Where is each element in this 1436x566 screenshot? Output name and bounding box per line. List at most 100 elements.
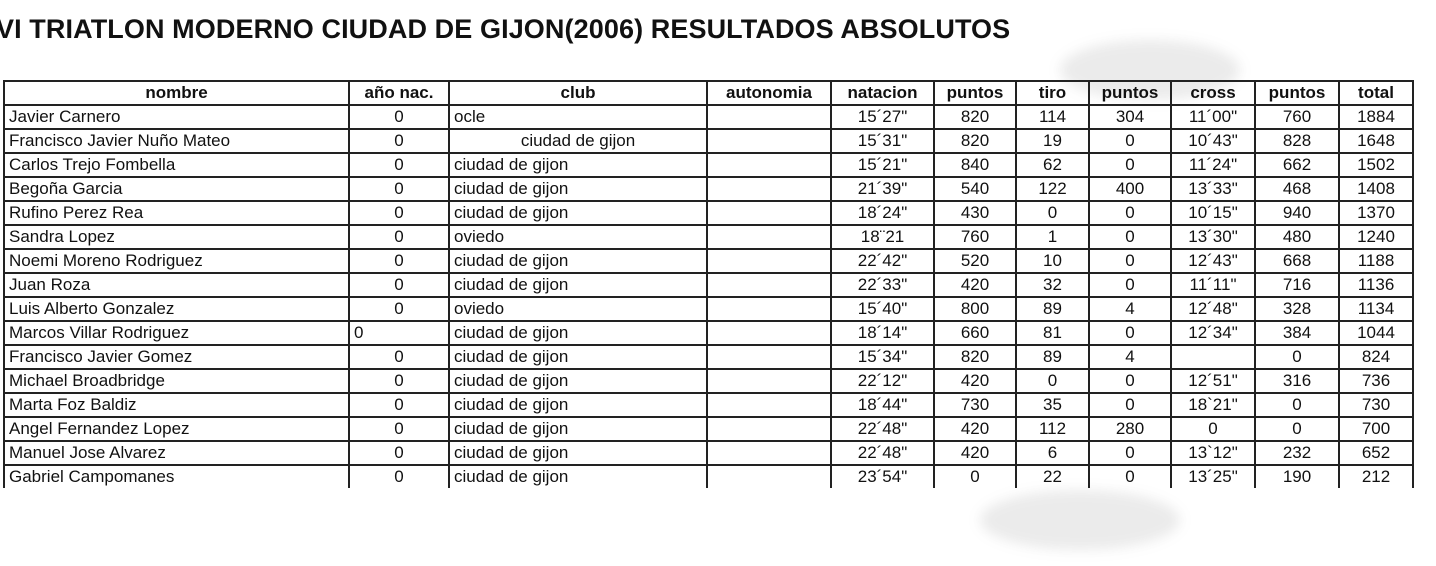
- cell-autonomia: [706, 344, 832, 370]
- table-row: Marcos Villar Rodriguez 0 ciudad de gijon 1…: [3, 320, 1414, 346]
- cell-autonomia: [706, 320, 832, 346]
- column-header-puntos-cross: puntos: [1254, 80, 1340, 106]
- cell-puntos-cross: 0: [1254, 416, 1340, 442]
- cell-tiro: 0: [1015, 368, 1090, 394]
- cell-puntos-natacion: 820: [933, 128, 1017, 154]
- cell-total: 652: [1338, 440, 1414, 466]
- cell-puntos-tiro: 4: [1088, 344, 1172, 370]
- cell-puntos-cross: 662: [1254, 152, 1340, 178]
- table-row: Francisco Javier Gomez 0 ciudad de gijon 15…: [3, 344, 1414, 370]
- cell-nombre: Juan Roza: [3, 272, 350, 298]
- cell-cross: 12´51": [1170, 368, 1256, 394]
- cell-puntos-tiro: 0: [1088, 368, 1172, 394]
- cell-natacion: 18´44": [830, 392, 935, 418]
- cell-total: 1408: [1338, 176, 1414, 202]
- cell-ano-nac: 0: [348, 104, 450, 130]
- cell-tiro: 114: [1015, 104, 1090, 130]
- cell-puntos-cross: 828: [1254, 128, 1340, 154]
- cell-autonomia: [706, 272, 832, 298]
- column-header-cross: cross: [1170, 80, 1256, 106]
- cell-autonomia: [706, 464, 832, 488]
- cell-ano-nac: 0: [348, 200, 450, 226]
- cell-puntos-tiro: 0: [1088, 224, 1172, 250]
- cell-ano-nac: 0: [348, 248, 450, 274]
- cell-nombre: Marcos Villar Rodriguez: [3, 320, 350, 346]
- column-header-puntos-natacion: puntos: [933, 80, 1017, 106]
- cell-ano-nac: 0: [348, 464, 450, 488]
- cell-cross: 13´25": [1170, 464, 1256, 488]
- cell-cross: 12´43": [1170, 248, 1256, 274]
- cell-puntos-cross: 0: [1254, 392, 1340, 418]
- cell-puntos-natacion: 430: [933, 200, 1017, 226]
- cell-cross: 11´00": [1170, 104, 1256, 130]
- column-header-natacion: natacion: [830, 80, 935, 106]
- cell-cross: 12´34": [1170, 320, 1256, 346]
- cell-puntos-natacion: 420: [933, 368, 1017, 394]
- cell-puntos-tiro: 0: [1088, 272, 1172, 298]
- cell-nombre: Manuel Jose Alvarez: [3, 440, 350, 466]
- cell-autonomia: [706, 128, 832, 154]
- cell-puntos-natacion: 420: [933, 416, 1017, 442]
- cell-puntos-natacion: 420: [933, 272, 1017, 298]
- cell-tiro: 0: [1015, 200, 1090, 226]
- cell-ano-nac: 0: [348, 128, 450, 154]
- cell-tiro: 89: [1015, 344, 1090, 370]
- column-header-ano-nac: año nac.: [348, 80, 450, 106]
- cell-ano-nac: 0: [348, 152, 450, 178]
- cell-puntos-cross: 940: [1254, 200, 1340, 226]
- cell-natacion: 21´39": [830, 176, 935, 202]
- cell-club: ciudad de gijon: [448, 152, 708, 178]
- cell-puntos-tiro: 0: [1088, 152, 1172, 178]
- cell-club: ciudad de gijon: [448, 248, 708, 274]
- cell-natacion: 23´54": [830, 464, 935, 488]
- table-row: Manuel Jose Alvarez 0 ciudad de gijon 22´48…: [3, 440, 1414, 466]
- cell-autonomia: [706, 248, 832, 274]
- cell-puntos-natacion: 520: [933, 248, 1017, 274]
- cell-puntos-tiro: 400: [1088, 176, 1172, 202]
- cell-puntos-natacion: 730: [933, 392, 1017, 418]
- cell-ano-nac: 0: [348, 368, 450, 394]
- cell-club: ciudad de gijon: [448, 368, 708, 394]
- cell-natacion: 22´12": [830, 368, 935, 394]
- cell-autonomia: [706, 440, 832, 466]
- cell-autonomia: [706, 104, 832, 130]
- cell-natacion: 15´31": [830, 128, 935, 154]
- cell-puntos-cross: 232: [1254, 440, 1340, 466]
- column-header-autonomia: autonomia: [706, 80, 832, 106]
- cell-nombre: Noemi Moreno Rodriguez: [3, 248, 350, 274]
- cell-natacion: 22´33": [830, 272, 935, 298]
- cell-ano-nac: 0: [348, 416, 450, 442]
- cell-cross: 13´30": [1170, 224, 1256, 250]
- cell-ano-nac: 0: [348, 176, 450, 202]
- cell-club: ciudad de gijon: [448, 464, 708, 488]
- cell-ano-nac: 0: [348, 272, 450, 298]
- cell-total: 736: [1338, 368, 1414, 394]
- cell-puntos-cross: 190: [1254, 464, 1340, 488]
- cell-puntos-natacion: 820: [933, 344, 1017, 370]
- cell-puntos-natacion: 420: [933, 440, 1017, 466]
- table-row: Michael Broadbridge 0 ciudad de gijon 22´12…: [3, 368, 1414, 394]
- cell-autonomia: [706, 224, 832, 250]
- cell-puntos-natacion: 840: [933, 152, 1017, 178]
- cell-nombre: Rufino Perez Rea: [3, 200, 350, 226]
- cell-nombre: Francisco Javier Nuño Mateo: [3, 128, 350, 154]
- cell-nombre: Begoña Garcia: [3, 176, 350, 202]
- cell-puntos-cross: 480: [1254, 224, 1340, 250]
- column-header-puntos-tiro: puntos: [1088, 80, 1172, 106]
- cell-tiro: 32: [1015, 272, 1090, 298]
- column-header-tiro: tiro: [1015, 80, 1090, 106]
- cell-puntos-natacion: 820: [933, 104, 1017, 130]
- cell-total: 1370: [1338, 200, 1414, 226]
- cell-nombre: Sandra Lopez: [3, 224, 350, 250]
- cell-natacion: 18´24": [830, 200, 935, 226]
- cell-autonomia: [706, 176, 832, 202]
- cell-total: 1648: [1338, 128, 1414, 154]
- cell-ano-nac: 0: [348, 296, 450, 322]
- cell-puntos-natacion: 0: [933, 464, 1017, 488]
- cell-puntos-tiro: 0: [1088, 200, 1172, 226]
- cell-tiro: 81: [1015, 320, 1090, 346]
- cell-natacion: 22´48": [830, 440, 935, 466]
- cell-autonomia: [706, 152, 832, 178]
- cell-tiro: 112: [1015, 416, 1090, 442]
- cell-tiro: 19: [1015, 128, 1090, 154]
